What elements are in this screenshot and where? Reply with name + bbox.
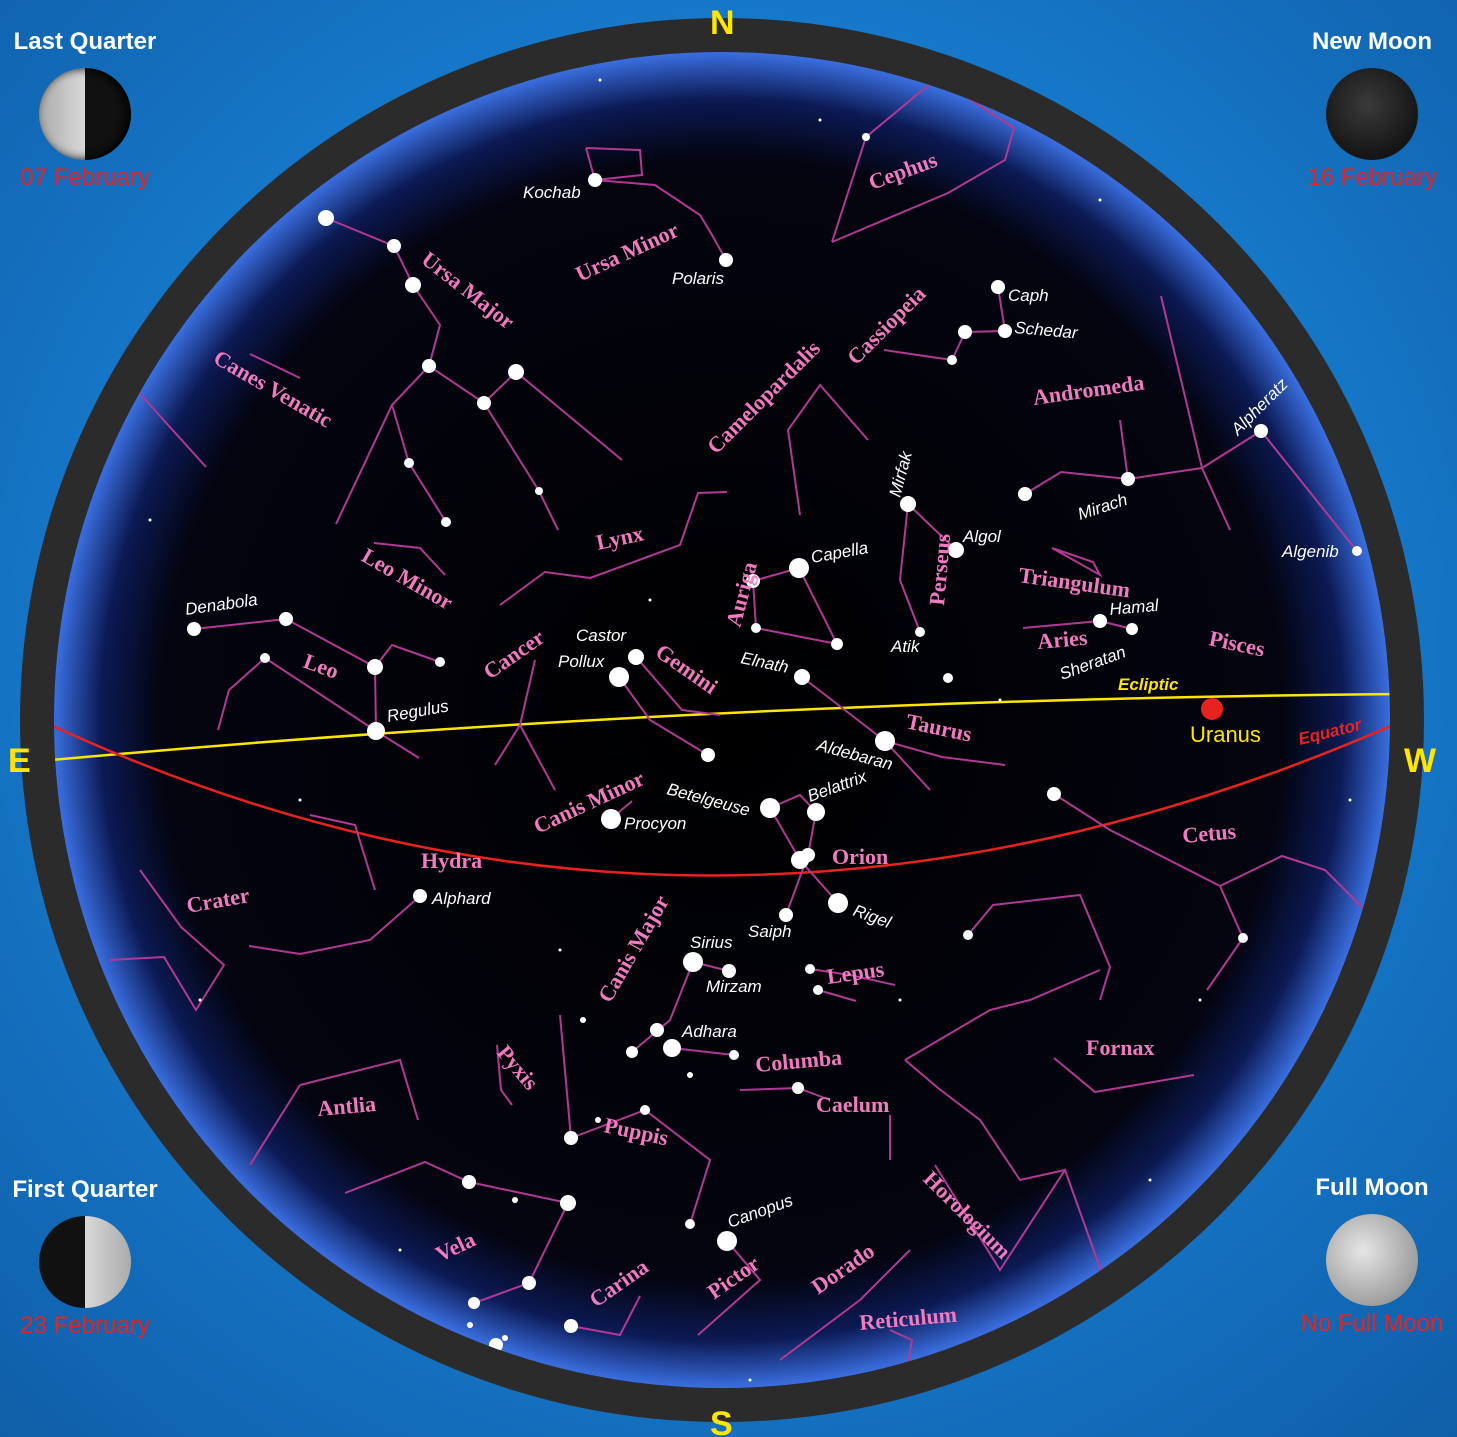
constellation-label: Antlia (316, 1091, 377, 1121)
moon-title: First Quarter (12, 1176, 158, 1203)
star-label: Adhara (681, 1022, 737, 1041)
moon-title: New Moon (1312, 28, 1432, 55)
constellation-label: Caelum (816, 1092, 889, 1117)
moon-full: Full Moon No Full Moon (1287, 1174, 1457, 1338)
constellation-label: Cetus (1181, 818, 1237, 848)
moon-first-quarter-icon (39, 1216, 131, 1308)
compass-west: W (1404, 742, 1437, 780)
moon-new: New Moon 16 February (1287, 28, 1457, 192)
star-label: Castor (576, 626, 627, 645)
constellation-label: Aries (1036, 625, 1089, 654)
moon-date: 16 February (1307, 164, 1437, 191)
uranus-label: Uranus (1190, 722, 1261, 747)
star-label: Mirzam (706, 977, 762, 996)
star-labels: Kochab Polaris Caph Schedar Alpheratz Mi… (184, 183, 1339, 1232)
star-label: Atik (890, 637, 921, 656)
moon-date: 07 February (20, 164, 150, 191)
star-label: Hamal (1109, 596, 1161, 619)
moon-last-quarter-icon (39, 68, 131, 160)
constellation-label: Orion (832, 844, 888, 869)
moon-last-quarter: Last Quarter 07 February (0, 28, 170, 192)
star-label: Alphard (431, 889, 491, 908)
constellation-label: Hydra (421, 848, 482, 873)
moon-title: Full Moon (1315, 1174, 1429, 1201)
star-label: Algenib (1281, 542, 1339, 561)
compass-east: E (8, 742, 31, 780)
moon-first-quarter: First Quarter 23 February (0, 1176, 170, 1340)
moon-date: 23 February (20, 1312, 150, 1339)
moon-title: Last Quarter (13, 28, 157, 55)
moon-full-icon (1326, 1214, 1418, 1306)
star-label: Procyon (624, 814, 686, 833)
moon-date: No Full Moon (1300, 1310, 1444, 1337)
ecliptic-label: Ecliptic (1118, 675, 1179, 694)
compass-south: S (710, 1405, 733, 1437)
star-label: Caph (1008, 286, 1049, 305)
star-label: Pollux (558, 652, 605, 671)
star-label: Polaris (672, 269, 724, 288)
equator-line (54, 718, 1390, 877)
uranus-planet (1201, 698, 1223, 720)
star-label: Saiph (748, 922, 791, 941)
moon-new-icon (1326, 68, 1418, 160)
star-label: Sirius (690, 933, 733, 952)
compass-north: N (710, 4, 735, 42)
star-label: Kochab (523, 183, 581, 202)
constellation-label: Fornax (1086, 1035, 1154, 1060)
sky-disc (54, 52, 1390, 1388)
star-label: Algol (962, 527, 1002, 546)
